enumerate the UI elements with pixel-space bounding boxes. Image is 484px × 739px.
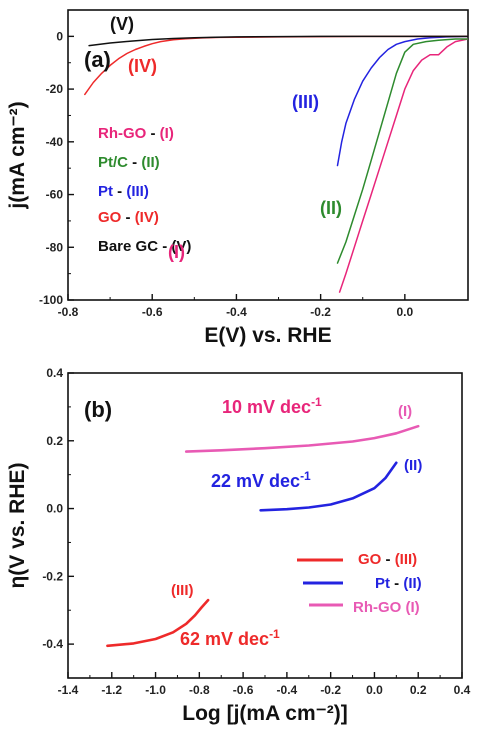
x-axis-label: Log [j(mA cm⁻²)] xyxy=(182,702,347,725)
plot-frame xyxy=(67,9,469,301)
curve-label: (III) xyxy=(292,92,319,112)
x-tick-label: -0.2 xyxy=(320,683,341,697)
x-tick-label: -1.0 xyxy=(145,683,166,697)
curve-label: (IV) xyxy=(128,56,157,76)
y-tick-label: -80 xyxy=(46,240,64,254)
y-tick-label: -40 xyxy=(46,135,64,149)
y-tick-label: 0.0 xyxy=(46,502,63,516)
x-tick-label: -0.8 xyxy=(58,305,79,319)
slope-label-sup: -1 xyxy=(269,627,280,641)
y-axis-label: j(mA cm⁻²) xyxy=(6,101,29,209)
slope-label-sup: -1 xyxy=(300,469,311,483)
slope-label-text: 10 mV dec xyxy=(222,397,311,417)
slope-label: 10 mV dec-1 xyxy=(222,395,322,417)
slope-label-text: 62 mV dec xyxy=(180,629,269,649)
panel-a-chart: -0.8 -0.6 -0.4 -0.2 0.0 0 -20 -40 -60 -80 -100 E(V)… xyxy=(6,9,469,347)
series-II-line xyxy=(336,38,468,264)
panel-label: (a) xyxy=(84,47,111,72)
x-tick-label: -0.4 xyxy=(226,305,247,319)
slope-label-text: 22 mV dec xyxy=(211,471,300,491)
series-V-line xyxy=(88,35,468,47)
legend-entry: Pt - (II) xyxy=(375,575,422,592)
y-tick-label: -60 xyxy=(46,188,64,202)
y-tick-label: 0 xyxy=(56,29,63,43)
series-III-line xyxy=(106,598,210,648)
x-tick-label: 0.4 xyxy=(454,683,471,697)
x-tick-label: -1.2 xyxy=(101,683,122,697)
y-tick-label: -0.4 xyxy=(42,637,63,651)
legend-entry: Bare GC - (V) xyxy=(98,238,191,255)
x-tick-label: -0.8 xyxy=(189,683,210,697)
curve-label: (V) xyxy=(110,14,134,34)
curve-label: (III) xyxy=(171,582,194,599)
legend-entry: Rh-GO - (I) xyxy=(98,125,174,142)
series-I-line xyxy=(338,38,468,293)
y-tick-label: -100 xyxy=(39,293,63,307)
y-tick-label: 0.2 xyxy=(46,434,63,448)
x-tick-label: -0.4 xyxy=(277,683,298,697)
x-axis-label: E(V) vs. RHE xyxy=(204,324,331,347)
y-tick-label: -0.2 xyxy=(42,569,63,583)
legend-entry: GO - (IV) xyxy=(98,209,159,226)
panel-label: (b) xyxy=(84,397,112,422)
x-tick-label: -0.6 xyxy=(233,683,254,697)
legend-entry: GO - (III) xyxy=(358,551,417,568)
x-tick-label: -1.4 xyxy=(58,683,79,697)
curve-label: (II) xyxy=(320,198,342,218)
x-tick-label: 0.0 xyxy=(366,683,383,697)
series-III-line xyxy=(336,35,468,167)
slope-label-sup: -1 xyxy=(311,395,322,409)
curve-label: (II) xyxy=(404,457,422,474)
x-tick-label: -0.2 xyxy=(310,305,331,319)
x-tick-label: -0.6 xyxy=(142,305,163,319)
slope-label: 22 mV dec-1 xyxy=(211,469,311,491)
series-II-line xyxy=(259,461,398,512)
panel-b-chart: -1.4 -1.2 -1.0 -0.8 -0.6 -0.4 -0.2 0.0 0.2 0.4 0.4… xyxy=(6,366,471,725)
y-tick-label: -20 xyxy=(46,82,64,96)
x-tick-label: 0.2 xyxy=(410,683,427,697)
legend-entry: Rh-GO (I) xyxy=(353,599,420,616)
legend-entry: Pt/C - (II) xyxy=(98,154,160,171)
y-tick-label: 0.4 xyxy=(46,366,63,380)
legend-entry: Pt - (III) xyxy=(98,183,149,200)
series-I-line xyxy=(184,424,420,453)
curve-label: (I) xyxy=(168,242,185,262)
y-axis-label: η(V vs. RHE) xyxy=(6,462,29,588)
curve-label: (I) xyxy=(398,403,412,420)
x-tick-label: 0.0 xyxy=(396,305,413,319)
slope-label: 62 mV dec-1 xyxy=(180,627,280,649)
